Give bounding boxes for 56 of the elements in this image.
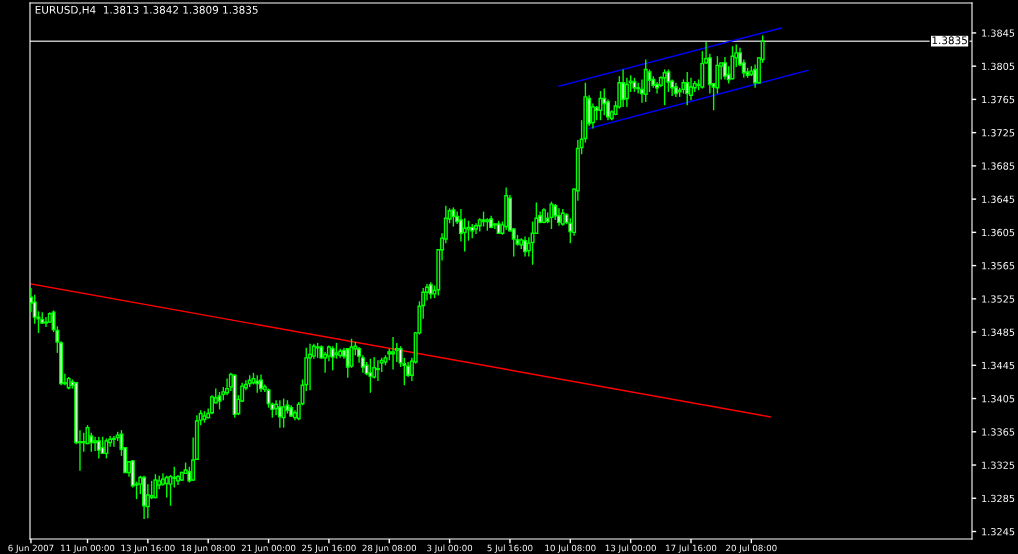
x-tick-label: 6 Jun 2007	[8, 544, 54, 553]
candlestick	[685, 71, 690, 106]
y-tick-label: 1.3485	[982, 328, 1015, 336]
ref-line-label: 1.3835	[932, 36, 967, 45]
candlestick	[722, 56, 727, 81]
candlestick	[277, 399, 282, 429]
candlestick	[523, 235, 528, 258]
y-tick-label: 1.3325	[982, 461, 1015, 469]
x-tick-label: 17 Jul 16:00	[666, 544, 717, 553]
candlestick	[715, 55, 720, 95]
candlestick	[111, 435, 116, 448]
candlestick	[621, 68, 626, 108]
candlestick	[530, 220, 535, 266]
x-tick-label: 5 Jul 16:00	[487, 544, 533, 553]
candlestick	[700, 50, 705, 90]
x-tick-label: 28 Jun 08:00	[362, 544, 417, 553]
candlestick	[81, 431, 86, 453]
y-tick-label: 1.3285	[982, 494, 1015, 503]
candlestick	[96, 436, 101, 460]
candlestick	[375, 359, 380, 382]
y-tick-label: 1.3845	[982, 29, 1015, 37]
candlestick	[368, 357, 373, 394]
candlestick	[590, 102, 595, 130]
candlestick	[225, 377, 230, 396]
y-tick-label: 1.3725	[982, 129, 1015, 137]
y-tick-label: 1.3765	[982, 95, 1015, 104]
x-tick-label: 11 Jun 00:00	[61, 544, 115, 553]
x-tick-label: 18 Jun 08:00	[181, 544, 235, 553]
x-tick-label: 25 Jun 16:00	[302, 544, 356, 553]
x-tick-label: 21 Jun 00:00	[241, 544, 296, 553]
y-tick-label: 1.3445	[982, 361, 1015, 370]
candlestick	[391, 336, 396, 371]
y-tick-label: 1.3805	[982, 62, 1015, 70]
y-tick-label: 1.3245	[982, 528, 1015, 536]
y-tick-label: 1.3645	[982, 195, 1015, 203]
chart-title: EURUSD,H4 1.3813 1.3842 1.3809 1.3835	[35, 5, 258, 15]
y-tick-label: 1.3405	[982, 395, 1015, 403]
y-tick-label: 1.3525	[982, 295, 1015, 303]
x-tick-label: 20 Jul 08:00	[726, 544, 777, 553]
y-tick-label: 1.3605	[982, 228, 1015, 237]
y-tick-label: 1.3685	[982, 162, 1015, 170]
x-tick-label: 10 Jul 08:00	[545, 544, 596, 553]
x-tick-label: 13 Jun 16:00	[121, 544, 175, 553]
candlestick	[93, 436, 98, 452]
y-tick-label: 1.3365	[982, 428, 1015, 436]
candlestick	[730, 45, 735, 81]
candlestick	[602, 87, 607, 116]
y-tick-label: 1.3565	[982, 262, 1015, 270]
x-tick-label: 13 Jul 00:00	[605, 544, 656, 553]
candlestick	[462, 217, 467, 253]
candlestick	[44, 316, 49, 328]
candlestick	[624, 77, 629, 108]
candlestick	[281, 397, 286, 429]
x-tick-label: 3 Jul 00:00	[427, 544, 473, 553]
candlestick	[104, 437, 109, 460]
candlestick	[89, 431, 94, 453]
